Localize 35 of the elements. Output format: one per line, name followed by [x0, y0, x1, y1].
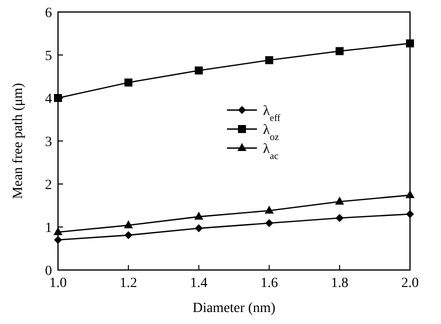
point	[194, 224, 203, 232]
x-tick-label: 1.8	[330, 276, 348, 291]
point	[335, 196, 344, 205]
point	[406, 190, 414, 198]
point	[264, 206, 274, 214]
point	[124, 78, 132, 87]
point	[265, 56, 274, 64]
x-tick-label: 1.4	[190, 276, 208, 291]
point	[336, 47, 344, 56]
x-axis-title: Diameter (nm)	[192, 301, 276, 316]
y-axis-title: Mean free path (μm)	[11, 82, 26, 199]
y-tick-label: 3	[45, 135, 52, 150]
y-tick-label: 5	[45, 49, 52, 64]
y-tick-label: 0	[45, 264, 52, 279]
point	[406, 39, 414, 48]
legend-label: λ$_{oz}$	[262, 123, 280, 143]
x-tick-label: 1.6	[260, 276, 278, 291]
y-tick-label: 4	[45, 92, 52, 107]
point	[194, 212, 204, 220]
point	[194, 66, 203, 74]
point	[54, 227, 62, 236]
y-tick-label: 2	[45, 178, 52, 193]
legend-label: λ$_{ac}$	[262, 142, 280, 162]
point	[124, 220, 133, 228]
y-tick-label: 1	[45, 221, 52, 236]
point	[406, 210, 414, 218]
point	[54, 236, 62, 244]
x-tick-label: 2.0	[401, 276, 419, 291]
point	[265, 219, 274, 228]
legend-label: λ$_{eff}$	[262, 104, 282, 124]
point	[124, 231, 132, 240]
point	[336, 214, 344, 222]
x-tick-label: 1.2	[120, 276, 138, 291]
x-tick-label: 1.0	[49, 276, 67, 291]
y-tick-label: 6	[45, 6, 52, 21]
